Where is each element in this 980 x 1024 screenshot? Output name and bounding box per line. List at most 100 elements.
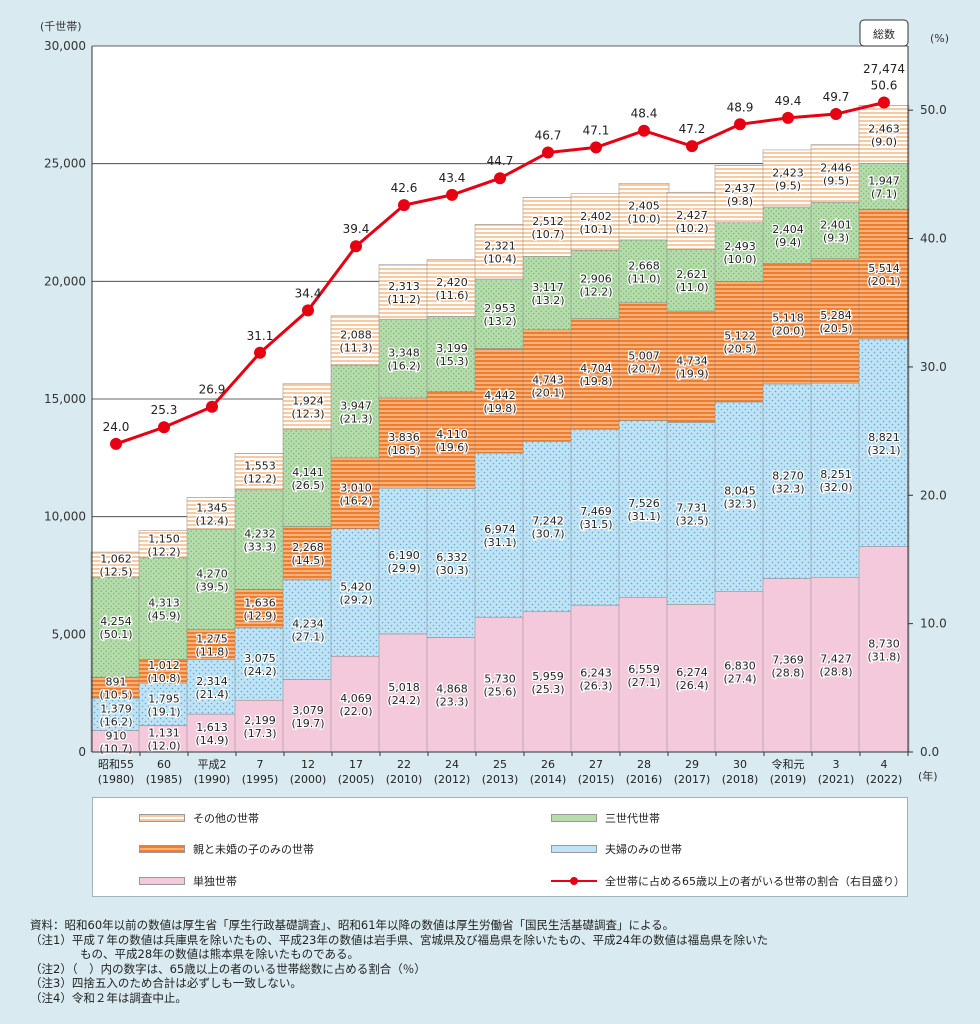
bar-other: [570, 193, 622, 251]
legend-label-three-gen: 三世代世帯: [605, 812, 660, 825]
x-tick-label: 29: [685, 758, 699, 771]
x-tick-label: 25: [493, 758, 507, 771]
data-label-single: 5,959: [532, 670, 564, 683]
data-label-three-gen: 4,313: [148, 597, 180, 610]
ratio-label: 48.4: [631, 107, 658, 121]
ratio-label: 49.4: [775, 94, 802, 108]
data-label-other: 1,062: [100, 553, 132, 566]
data-label-couple: 7,731: [676, 501, 708, 514]
share-label-other: (10.1): [579, 223, 612, 236]
data-label-single: 910: [106, 729, 127, 742]
data-label-parent-child: 4,704: [580, 362, 612, 375]
data-label-parent-child: 3,836: [388, 431, 420, 444]
data-label-couple: 6,974: [484, 523, 516, 536]
data-label-single: 5,730: [484, 673, 516, 686]
share-label-couple: (29.2): [339, 593, 372, 606]
bar-single: [666, 604, 718, 753]
ratio-label: 24.0: [103, 420, 130, 434]
data-label-single: 7,369: [772, 653, 804, 666]
bar-parent-child: [330, 457, 382, 529]
share-label-three-gen: (9.3): [823, 231, 849, 244]
legend-item-parent-child: 親と未婚の子のみの世帯: [139, 841, 314, 857]
data-label-couple: 8,251: [820, 468, 852, 481]
share-label-couple: (16.2): [99, 715, 132, 728]
x-tick-label: 28: [637, 758, 651, 771]
bar-couple: [426, 488, 478, 638]
data-label-couple: 7,469: [580, 505, 612, 518]
y-tick-label: 25,000: [44, 157, 86, 171]
share-label-parent-child: (19.6): [435, 441, 468, 454]
share-label-single: (22.0): [339, 705, 372, 718]
x-tick-label: 平成2: [198, 758, 227, 771]
data-label-parent-child: 5,007: [628, 350, 660, 363]
ratio-point: [302, 304, 314, 317]
legend: その他の世帯 三世代世帯 親と未婚の子のみの世帯 夫婦のみの世帯 単独世帯 全世…: [92, 797, 908, 897]
data-label-other: 2,423: [772, 166, 804, 179]
data-label-single: 2,199: [244, 714, 276, 727]
share-label-couple: (19.1): [147, 705, 180, 718]
data-label-couple: 1,795: [148, 692, 180, 705]
share-label-three-gen: (16.2): [387, 360, 420, 373]
bar-other: [666, 191, 718, 250]
bar-couple: [330, 528, 382, 657]
data-label-other: 2,321: [484, 240, 516, 253]
legend-swatch-other: [139, 814, 185, 822]
bar-other: [762, 149, 814, 208]
x-tick-label: 3: [833, 758, 840, 771]
share-label-three-gen: (15.3): [435, 355, 468, 368]
data-label-couple: 6,190: [388, 549, 420, 562]
bar-couple: [570, 429, 622, 606]
y2-unit-label: (%): [930, 32, 949, 45]
bar-other: [810, 144, 862, 203]
bar-couple: [282, 579, 334, 680]
bar-single: [282, 679, 334, 753]
share-label-other: (12.2): [243, 473, 276, 486]
data-label-other: 2,437: [724, 182, 756, 195]
share-label-three-gen: (11.0): [627, 272, 660, 285]
bar-single: [234, 700, 286, 753]
ratio-label: 47.1: [583, 123, 610, 137]
share-label-single: (27.1): [627, 676, 660, 689]
share-label-parent-child: (19.9): [675, 368, 708, 381]
total-callout-box: [859, 19, 909, 47]
data-label-couple: 3,075: [244, 652, 276, 665]
data-label-other: 2,402: [580, 210, 612, 223]
share-label-other: (9.5): [775, 179, 801, 192]
share-label-single: (26.4): [675, 679, 708, 692]
y2-tick-label: 0.0: [920, 745, 939, 759]
share-label-couple: (32.1): [867, 444, 900, 457]
share-label-couple: (31.1): [627, 510, 660, 523]
data-label-parent-child: 1,636: [244, 597, 276, 610]
bar-three-gen: [282, 428, 334, 527]
bar-parent-child: [570, 318, 622, 430]
share-label-parent-child: (10.5): [99, 689, 132, 702]
x-tick-year: (2016): [626, 773, 663, 786]
data-label-couple: 4,234: [292, 618, 324, 631]
legend-item-line: 全世帯に占める65歳以上の者がいる世帯の割合（右目盛り）: [551, 873, 905, 889]
data-label-other: 1,553: [244, 460, 276, 473]
x-tick-year: (2018): [722, 773, 759, 786]
data-label-parent-child: 5,514: [868, 262, 900, 275]
bar-single: [138, 725, 190, 753]
bar-three-gen: [378, 318, 430, 399]
ratio-label: 42.6: [391, 181, 418, 195]
segment-labels: 910(10.7)1,379(16.2)891(10.5)4,254(50.1)…: [98, 121, 902, 756]
bar-other: [618, 183, 670, 241]
bar-other: [858, 105, 910, 164]
data-label-three-gen: 3,199: [436, 342, 468, 355]
legend-swatch-line: [551, 876, 597, 886]
data-label-single: 6,274: [676, 666, 708, 679]
bar-three-gen: [762, 206, 814, 264]
note-1b: もの、平成28年の数値は熊本県を除いたものである。: [80, 947, 360, 961]
ratio-point: [734, 118, 746, 131]
ratio-point: [350, 240, 362, 253]
data-label-three-gen: 4,141: [292, 466, 324, 479]
bar-three-gen: [570, 249, 622, 319]
x-tick-year: (2017): [674, 773, 711, 786]
share-label-single: (19.7): [291, 717, 324, 730]
share-label-other: (11.6): [435, 289, 468, 302]
y-tick-label: 20,000: [44, 274, 86, 288]
ratio-point: [446, 188, 458, 201]
share-label-three-gen: (10.0): [723, 253, 756, 266]
y2-tick-label: 10.0: [920, 617, 947, 631]
